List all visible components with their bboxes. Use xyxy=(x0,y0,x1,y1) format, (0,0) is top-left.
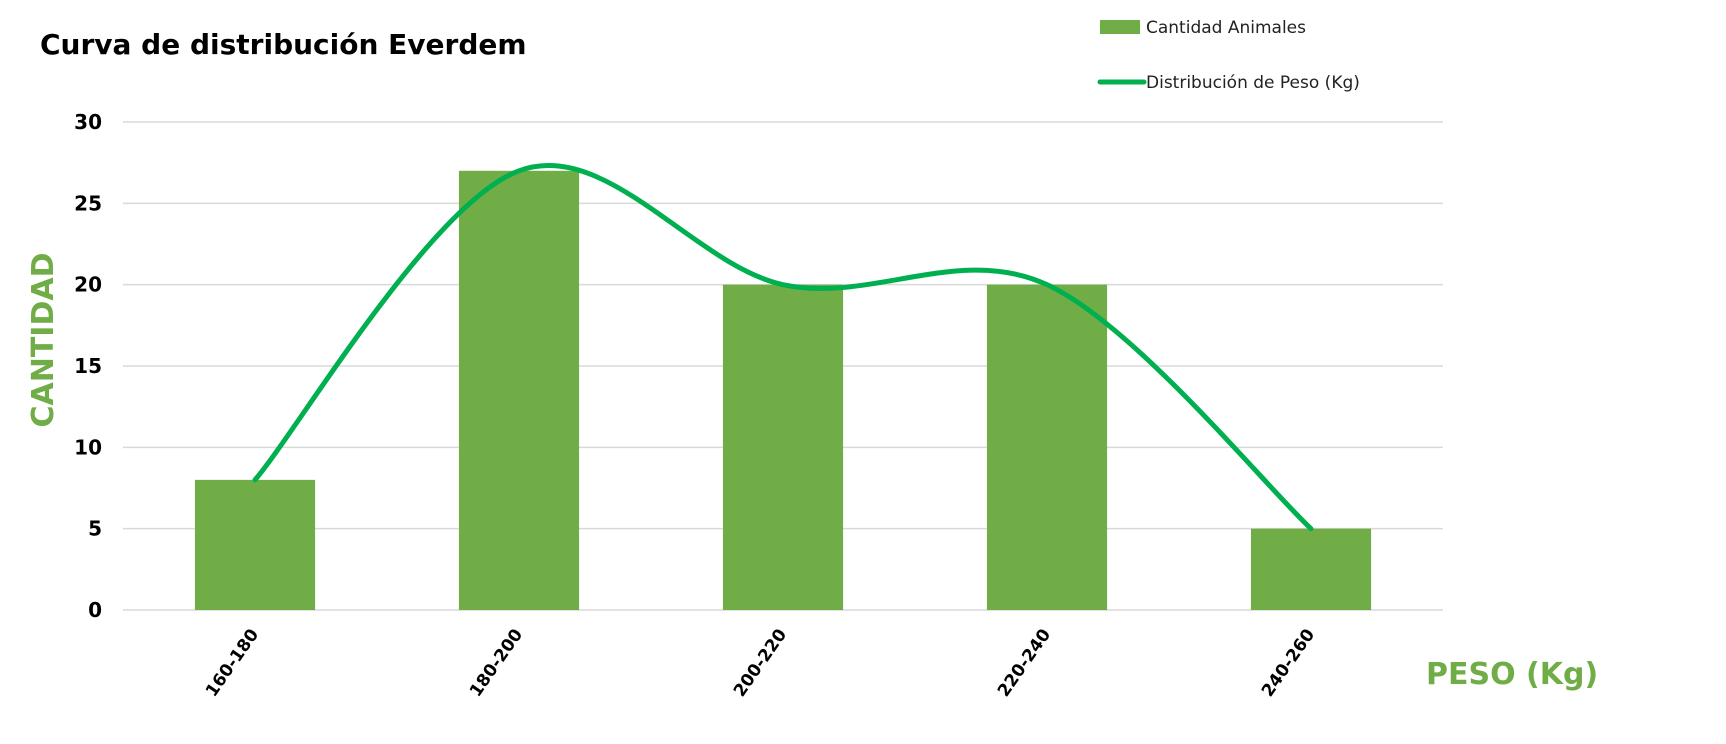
legend-bar-label: Cantidad Animales xyxy=(1146,18,1306,38)
bar-220-240 xyxy=(986,284,1108,610)
bar-200-220 xyxy=(722,284,844,610)
y-tick-label: 0 xyxy=(88,598,102,622)
y-tick-label: 15 xyxy=(74,354,102,378)
chart-title: Curva de distribución Everdem xyxy=(40,28,527,61)
x-tick-label: 180-200 xyxy=(466,625,527,701)
y-tick-label: 10 xyxy=(74,435,102,459)
y-axis-title: CANTIDAD xyxy=(26,253,61,428)
y-tick-label: 20 xyxy=(74,273,102,297)
distribution-line xyxy=(252,163,1314,532)
bar-240-260 xyxy=(1250,528,1372,610)
bar-180-200 xyxy=(458,170,580,611)
y-axis-ticks: 0 5 10 15 20 25 30 xyxy=(74,110,102,622)
bars xyxy=(194,170,1372,611)
x-tick-label: 160-180 xyxy=(202,625,263,701)
bar-160-180 xyxy=(194,479,316,610)
distribution-curve xyxy=(252,163,1314,532)
legend-bar-swatch xyxy=(1100,20,1140,34)
x-axis-ticks: 160-180 180-200 200-220 220-240 240-260 xyxy=(202,625,1319,701)
x-tick-label: 240-260 xyxy=(1258,625,1319,701)
y-tick-label: 30 xyxy=(74,110,102,134)
y-tick-label: 25 xyxy=(74,191,102,215)
x-tick-label: 220-240 xyxy=(994,625,1055,701)
legend-line-label: Distribución de Peso (Kg) xyxy=(1146,73,1360,93)
x-axis-title: PESO (Kg) xyxy=(1426,657,1598,692)
x-tick-label: 200-220 xyxy=(730,625,791,701)
legend: Cantidad Animales Distribución de Peso (… xyxy=(1097,18,1360,93)
y-tick-label: 5 xyxy=(88,517,102,541)
